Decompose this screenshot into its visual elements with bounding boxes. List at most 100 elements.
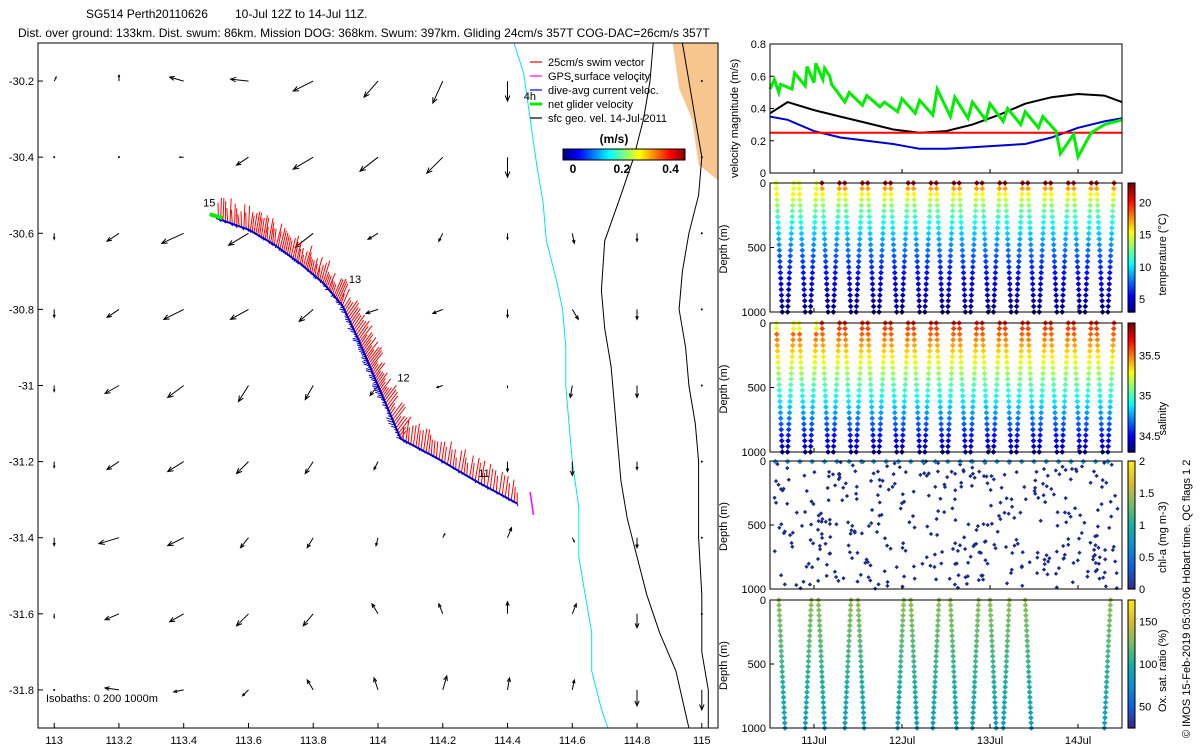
data-point <box>903 353 910 360</box>
data-point <box>1073 381 1080 388</box>
data-point <box>927 191 934 198</box>
data-point <box>1095 365 1102 371</box>
data-point <box>855 409 861 416</box>
data-point <box>859 531 865 536</box>
data-point <box>1003 663 1010 670</box>
data-point <box>1051 253 1058 259</box>
data-point <box>847 437 854 444</box>
data-point <box>994 370 1001 377</box>
data-point <box>981 230 988 237</box>
data-point <box>832 269 839 276</box>
map-annotation: 15 <box>203 198 215 210</box>
data-point <box>794 510 799 515</box>
colorbar-cell <box>629 149 631 160</box>
data-point <box>901 269 907 276</box>
data-point <box>800 415 807 422</box>
data-point <box>1015 258 1022 265</box>
colorbar-cell <box>1128 634 1135 637</box>
colorbar-cell <box>1128 619 1135 622</box>
data-point <box>972 348 979 354</box>
colorbar-cell <box>1128 725 1135 729</box>
data-point <box>988 627 995 634</box>
data-point <box>991 684 998 690</box>
data-point <box>824 562 830 567</box>
data-point <box>1064 191 1071 198</box>
data-point <box>870 437 877 444</box>
data-point <box>993 381 1000 388</box>
data-point <box>1060 286 1067 293</box>
data-point <box>1027 694 1033 701</box>
data-point <box>822 253 829 259</box>
data-point <box>1003 359 1010 366</box>
colorbar-cell <box>1128 681 1135 684</box>
data-point <box>1015 415 1021 422</box>
data-point <box>963 575 968 580</box>
data-point <box>1048 336 1055 343</box>
data-point <box>1094 191 1100 198</box>
data-point <box>1066 511 1071 516</box>
data-point <box>802 473 807 478</box>
data-point <box>896 694 902 701</box>
colorbar-cell <box>1128 329 1135 333</box>
data-point <box>823 519 828 524</box>
data-point <box>855 398 862 405</box>
current-arrow <box>237 385 249 403</box>
data-point <box>968 297 975 304</box>
data-point <box>820 709 827 716</box>
data-point <box>938 286 945 293</box>
data-point <box>847 602 854 608</box>
data-point <box>1026 202 1032 209</box>
data-point <box>961 297 968 304</box>
data-point <box>896 679 903 685</box>
current-arrow <box>235 461 249 475</box>
data-point <box>776 393 783 399</box>
data-point <box>1088 185 1094 192</box>
data-point <box>1002 510 1007 515</box>
data-point <box>1025 196 1032 203</box>
data-point <box>915 292 922 299</box>
data-point <box>988 622 995 629</box>
data-point <box>822 393 829 399</box>
data-point <box>892 415 898 422</box>
colorbar-cell <box>664 149 666 160</box>
current-arrow <box>227 232 249 246</box>
data-point <box>989 653 996 660</box>
data-point <box>780 699 787 706</box>
colorbar-cell <box>1128 243 1135 246</box>
data-point <box>1029 421 1036 427</box>
data-point <box>877 477 882 483</box>
data-point <box>833 253 839 259</box>
data-point <box>960 264 967 270</box>
data-point <box>1108 241 1114 248</box>
data-point <box>1069 466 1075 472</box>
data-point <box>824 432 831 439</box>
data-point <box>1017 370 1023 377</box>
data-point <box>1012 543 1017 548</box>
data-point <box>856 376 863 382</box>
data-point <box>1001 694 1008 701</box>
data-point <box>1080 458 1087 465</box>
data-point <box>994 376 1000 382</box>
data-point <box>936 376 942 382</box>
data-point <box>1005 627 1011 634</box>
data-point <box>892 286 899 293</box>
data-point <box>923 275 930 282</box>
data-point <box>1038 398 1045 405</box>
data-point <box>893 443 900 450</box>
data-point <box>781 704 787 711</box>
data-point <box>878 264 885 270</box>
data-point <box>787 387 794 394</box>
data-point <box>870 432 876 439</box>
data-point <box>866 213 873 220</box>
current-arrow <box>304 385 314 401</box>
data-point <box>987 602 994 608</box>
data-point <box>881 196 888 203</box>
data-point <box>1108 376 1115 382</box>
current-arrow <box>52 385 56 393</box>
data-point <box>1059 303 1066 310</box>
data-point <box>884 464 890 469</box>
data-point <box>799 387 806 394</box>
data-point <box>1060 292 1066 299</box>
data-point <box>1015 398 1022 405</box>
data-point <box>959 387 966 394</box>
